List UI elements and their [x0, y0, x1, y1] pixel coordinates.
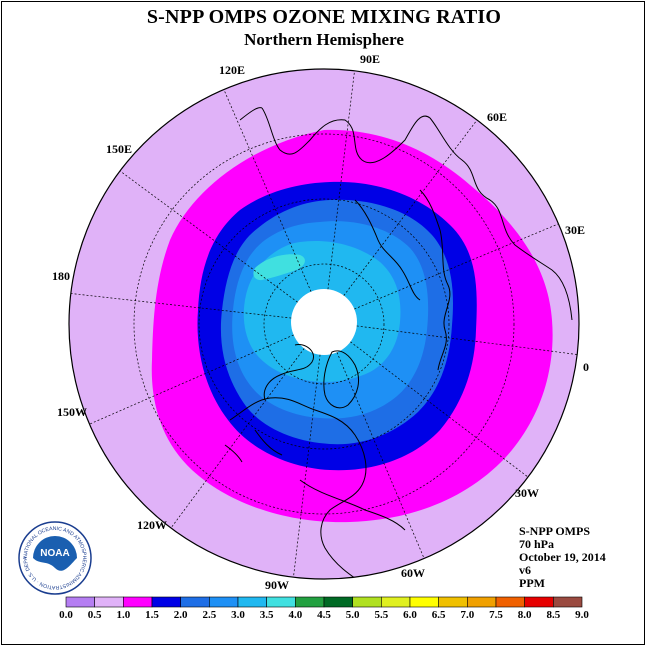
colorbar-tick-label: 8.0 [517, 609, 532, 621]
colorbar-tick-label: 1.5 [145, 609, 159, 621]
no-data-polar-cap [291, 289, 357, 355]
lon-label-0: 0 [583, 360, 589, 374]
colorbar-tick-label: 1.0 [116, 609, 131, 621]
globe-border [68, 68, 580, 580]
meridian-line [293, 354, 321, 578]
info-date: October 19, 2014 [519, 550, 606, 564]
info-version: v6 [519, 563, 531, 577]
colorbar-swatch [123, 596, 153, 608]
meridian-line [223, 89, 312, 292]
colorbar-swatch [94, 596, 124, 608]
meridian-line [343, 119, 478, 296]
colorbar-tick-label: 0.0 [59, 609, 73, 621]
info-level: 70 hPa [519, 537, 555, 551]
east-asia-coast [239, 107, 263, 121]
meridian-line [354, 223, 559, 310]
colorbar-swatch [323, 596, 353, 608]
noaa-logo-gull [33, 558, 77, 584]
colorbar-tick-label: 9.0 [575, 609, 589, 621]
arctic-canada-coast [263, 343, 314, 401]
colorbar-swatch [524, 596, 554, 608]
map-subtitle: Northern Hemisphere [244, 30, 404, 49]
info-instrument: S-NPP OMPS [519, 524, 590, 538]
meridian-line [350, 341, 529, 478]
lon-label-180: 180 [52, 269, 70, 283]
meridian-line [170, 348, 305, 529]
colorbar-tick-label: 8.5 [546, 609, 561, 621]
colorbar-tick-label: 6.5 [431, 609, 446, 621]
eurasia-coast [261, 107, 573, 321]
meridian-line [327, 70, 355, 290]
meridian-line [89, 334, 294, 425]
lon-label-30w: 30W [515, 486, 539, 500]
lon-label-120e: 120E [219, 63, 246, 77]
ozone-field [69, 69, 579, 579]
latitude-circle-30 [133, 133, 515, 515]
colorbar [65, 596, 583, 608]
colorbar-swatch [151, 596, 181, 608]
colorbar-swatch [467, 596, 497, 608]
meridian-line [119, 170, 298, 303]
colorbar-tick-label: 4.5 [317, 609, 331, 621]
meridian-lines [70, 70, 578, 578]
caribbean-coast [299, 479, 406, 531]
greenland-coast [323, 350, 359, 409]
coastlines [224, 107, 573, 579]
lon-label-30e: 30E [565, 223, 586, 237]
colorbar-tick-label: 0.5 [87, 609, 102, 621]
meridian-line [336, 352, 425, 559]
north-america-coast [229, 397, 367, 579]
lon-label-90w: 90W [265, 578, 289, 592]
colorbar-tick-label: 2.5 [202, 609, 217, 621]
siberia-coast [354, 199, 421, 301]
colorbar-swatch [381, 596, 411, 608]
colorbar-tick-label: 2.0 [173, 609, 188, 621]
lon-label-60w: 60W [401, 566, 425, 580]
map-title: S-NPP OMPS OZONE MIXING RATIO [146, 6, 502, 28]
colorbar-swatch [495, 596, 525, 608]
colorbar-tick-label: 3.0 [231, 609, 245, 621]
noaa-logo-text: NOAA [40, 548, 69, 559]
lon-label-90e: 90E [360, 52, 381, 66]
colorbar-tick-label: 7.0 [460, 609, 475, 621]
field-cyan-region [253, 254, 305, 281]
colorbar-swatch [237, 596, 267, 608]
graticule [70, 70, 578, 578]
colorbar-tick-label: 5.0 [345, 609, 360, 621]
lon-label-150w: 150W [57, 405, 87, 419]
europe-coast [419, 189, 451, 371]
latitude-circle-50 [198, 198, 450, 450]
colorbar-tick-label: 6.0 [403, 609, 417, 621]
meridian-line [70, 293, 292, 319]
colorbar-swatch [352, 596, 382, 608]
colorbar-swatch [209, 596, 239, 608]
lon-label-120w: 120W [137, 518, 167, 532]
colorbar-swatch [409, 596, 439, 608]
colorbar-swatch [180, 596, 210, 608]
lon-label-60e: 60E [487, 110, 508, 124]
colorbar-tick-label: 4.0 [288, 609, 303, 621]
colorbar-swatch [266, 596, 296, 608]
colorbar-tick-label: 5.5 [374, 609, 389, 621]
colorbar-swatch [295, 596, 325, 608]
colorbar-swatch [438, 596, 468, 608]
us-borders [224, 429, 283, 463]
lon-label-150e: 150E [106, 142, 133, 156]
colorbar-swatch [65, 596, 95, 608]
colorbar-tick-label: 3.5 [259, 609, 274, 621]
meridian-line [356, 325, 578, 355]
latitude-circle-70 [263, 263, 385, 385]
colorbar-swatch [553, 596, 583, 608]
colorbar-tick-label: 7.5 [489, 609, 503, 621]
info-units: PPM [519, 576, 545, 590]
